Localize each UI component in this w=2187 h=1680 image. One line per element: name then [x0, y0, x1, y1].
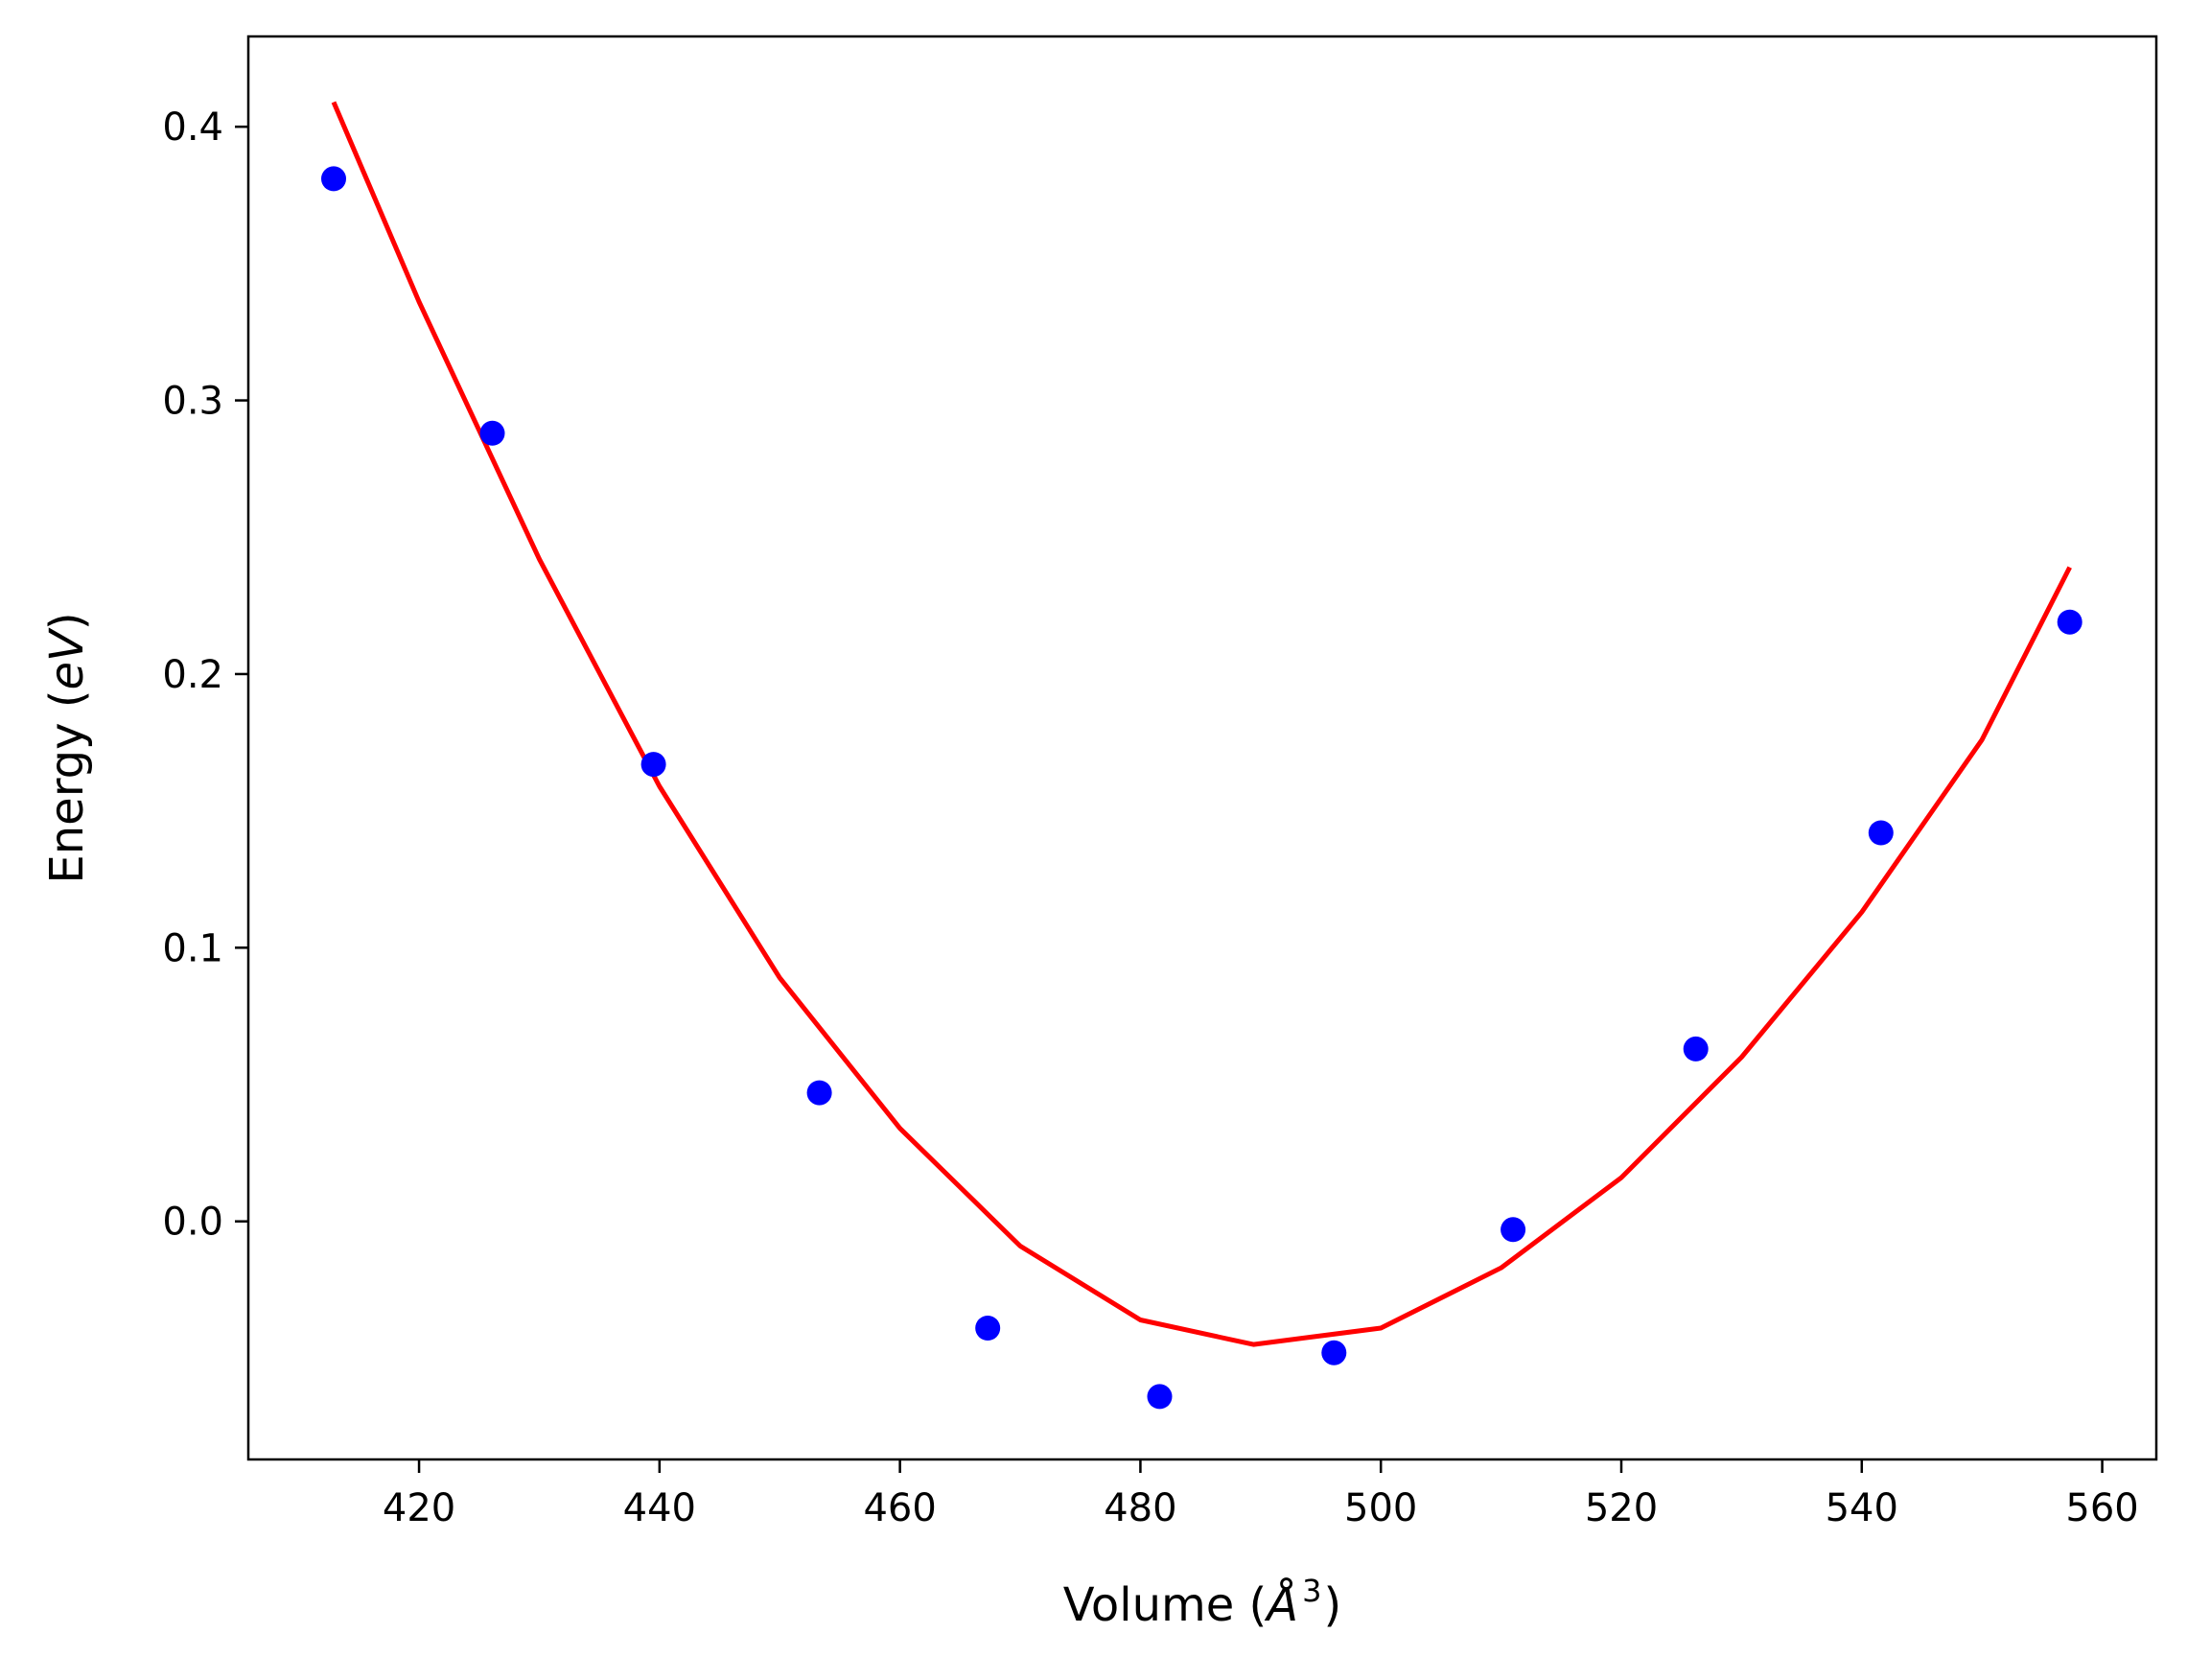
x-tick-label: 480: [1104, 1486, 1176, 1530]
data-point: [321, 166, 346, 192]
data-point: [1868, 820, 1894, 846]
data-point: [1147, 1384, 1173, 1410]
x-axis-label-exponent: 3: [1302, 1573, 1321, 1609]
data-point: [1321, 1340, 1347, 1365]
x-axis-label-unit: Å: [1264, 1577, 1298, 1632]
points-layer: [321, 166, 2082, 1410]
y-tick-label: 0.4: [162, 105, 223, 150]
x-tick-label: 500: [1344, 1486, 1417, 1530]
y-axis-label-prefix: Energy (: [40, 690, 94, 884]
x-axis-label-suffix: ): [1323, 1578, 1341, 1632]
x-axis-ticks: 420 440 460 480 500 520 540 560: [383, 1459, 2139, 1530]
fit-layer: [331, 101, 2072, 1347]
data-point: [2057, 609, 2082, 635]
data-point: [1501, 1217, 1526, 1243]
x-tick-label: 560: [2065, 1486, 2138, 1530]
y-tick-label: 0.3: [162, 380, 223, 424]
y-tick-label: 0.2: [162, 653, 223, 697]
x-axis-label: Volume (Å 3): [1063, 1573, 1341, 1632]
fit-curve-line: [331, 101, 2072, 1347]
y-tick-label: 0.1: [162, 926, 223, 970]
data-point: [1683, 1036, 1709, 1062]
data-point: [479, 420, 505, 446]
data-point: [640, 752, 666, 778]
y-axis-label: Energy (eV): [40, 612, 94, 883]
y-axis-label-suffix: ): [40, 612, 94, 630]
y-axis-label-unit: eV: [40, 627, 94, 690]
plot-frame: [246, 35, 2158, 1461]
x-tick-label: 540: [1826, 1486, 1898, 1530]
x-tick-label: 440: [623, 1486, 696, 1530]
y-axis-ticks: 0.0 0.1 0.2 0.3 0.4: [162, 105, 248, 1245]
x-tick-label: 420: [383, 1486, 455, 1530]
x-tick-label: 460: [863, 1486, 936, 1530]
x-tick-label: 520: [1585, 1486, 1658, 1530]
x-axis-label-prefix: Volume (: [1063, 1578, 1268, 1632]
data-point: [975, 1316, 1001, 1341]
data-point: [806, 1080, 832, 1106]
y-tick-label: 0.0: [162, 1201, 223, 1245]
